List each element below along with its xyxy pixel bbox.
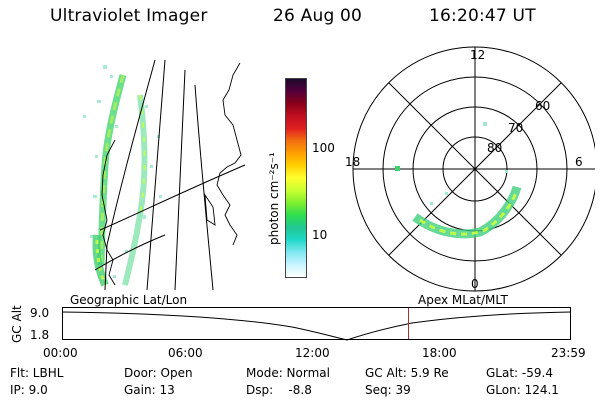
instrument-title: Ultraviolet Imager bbox=[50, 6, 208, 26]
status-door: Door: Open bbox=[124, 366, 193, 380]
mlt-label-12: 12 bbox=[470, 48, 485, 62]
image-time: 16:20:47 UT bbox=[429, 6, 536, 26]
colorbar-gradient bbox=[285, 78, 307, 278]
status-seq: Seq: 39 bbox=[365, 383, 411, 397]
status-ip: IP: 9.0 bbox=[10, 383, 48, 397]
polar-diagonal-2 bbox=[388, 82, 562, 256]
status-filter: Flt: LBHL bbox=[10, 366, 64, 380]
timeline-xtick-0600: 06:00 bbox=[168, 346, 203, 360]
timeline-xtick-1800: 18:00 bbox=[422, 346, 457, 360]
timeline-plot bbox=[62, 307, 572, 341]
status-mode: Mode: Normal bbox=[246, 366, 330, 380]
mlt-label-0: 0 bbox=[471, 277, 479, 291]
mlt-label-18: 18 bbox=[345, 155, 360, 169]
status-dsp: Dsp: -8.8 bbox=[246, 383, 312, 397]
colorbar-tick-10: 10 bbox=[312, 228, 328, 242]
timeline-altitude-curve bbox=[62, 311, 572, 341]
status-gc-alt: GC Alt: 5.9 Re bbox=[365, 366, 449, 380]
colorbar-tick-100: 100 bbox=[312, 141, 335, 155]
polar-emission bbox=[395, 122, 522, 239]
lat-label-70: 70 bbox=[508, 121, 523, 135]
status-glat: GLat: -59.4 bbox=[486, 366, 553, 380]
timeline-ytick-top: 9.0 bbox=[30, 306, 50, 320]
timeline-xtick-2359: 23:59 bbox=[551, 346, 586, 360]
lat-label-80: 80 bbox=[487, 141, 502, 155]
timeline-xtick-0000: 00:00 bbox=[43, 346, 78, 360]
image-date: 26 Aug 00 bbox=[273, 6, 363, 26]
timeline-ytick-bottom: 1.8 bbox=[30, 328, 50, 342]
geographic-image bbox=[83, 59, 246, 290]
polar-plot: 12 0 18 6 60 70 80 bbox=[345, 46, 595, 292]
timeline-xtick-1200: 12:00 bbox=[295, 346, 330, 360]
colorbar bbox=[285, 78, 307, 278]
coastline bbox=[101, 62, 242, 286]
status-gain: Gain: 13 bbox=[124, 383, 175, 397]
timeline-title-right: Apex MLat/MLT bbox=[418, 293, 508, 307]
status-glon: GLon: 124.1 bbox=[486, 383, 559, 397]
geo-grid bbox=[94, 59, 246, 290]
timeline-ylabel: GC Alt bbox=[10, 305, 24, 343]
mlt-label-6: 6 bbox=[575, 155, 583, 169]
timeline-frame bbox=[62, 307, 571, 340]
colorbar-label: photon cm⁻²s⁻¹ bbox=[267, 152, 281, 245]
timeline-title-left: Geographic Lat/Lon bbox=[70, 293, 188, 307]
lat-label-60: 60 bbox=[535, 99, 550, 113]
